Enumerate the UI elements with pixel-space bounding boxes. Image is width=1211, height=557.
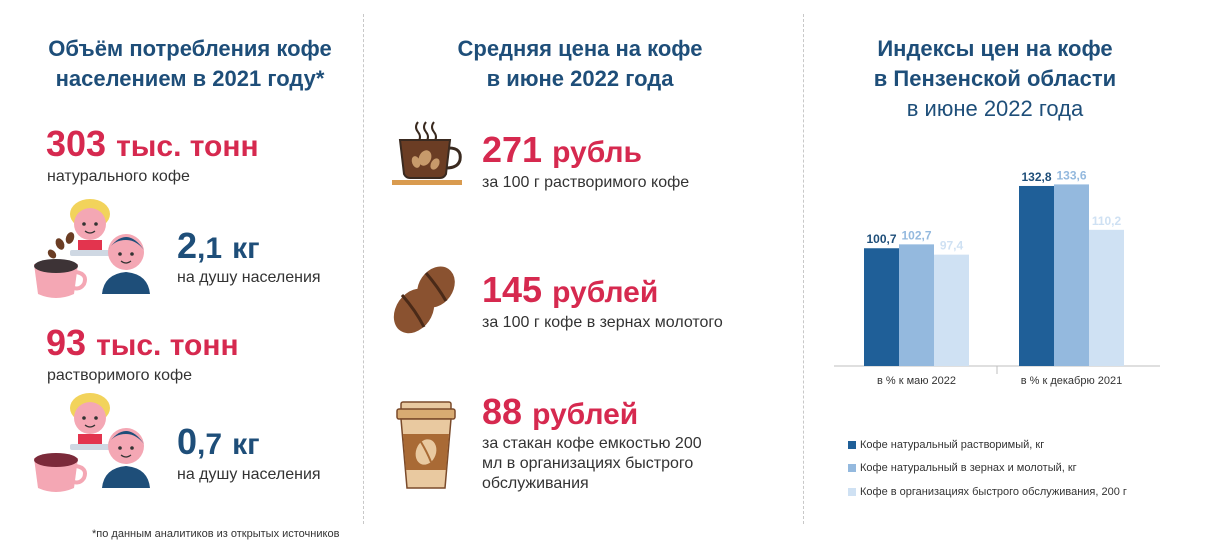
legend-item-2: Кофе натуральный в зернах и молотый, кг xyxy=(848,462,1077,474)
price-instant-caption: за 100 г растворимого кофе xyxy=(482,174,690,191)
middle-heading-line1: Средняя цена на кофе xyxy=(457,36,703,61)
bar-s1-c2 xyxy=(1019,185,1054,366)
legend-swatch-3 xyxy=(848,488,856,497)
middle-heading-line2: в июне 2022 года xyxy=(486,66,674,91)
price-index-chart: 100,7 102,7 97,4 в % к маю 2022 132,8 133,6 11… xyxy=(834,168,1160,387)
data-label-s2-c1: 102,7 xyxy=(901,228,931,242)
percap-natural-dec: ,1 xyxy=(197,232,223,265)
people-coffee-illustration-1 xyxy=(34,199,150,298)
percap-instant: 0,7 кг xyxy=(177,422,260,465)
percap-instant-unit: кг xyxy=(232,428,260,461)
footnote: *по данным аналитиков из открытых источн… xyxy=(92,528,340,540)
legend-swatch-1 xyxy=(848,441,856,450)
price-takeaway-unit: рублей xyxy=(532,398,639,431)
left-heading-line2: населением в 2021 году* xyxy=(55,66,325,91)
stat-instant-caption: растворимого кофе xyxy=(47,367,193,384)
category-label-1: в % к маю 2022 xyxy=(877,375,956,387)
price-instant: 271 рубль xyxy=(482,130,642,173)
middle-heading: Средняя цена на кофе в июне 2022 года xyxy=(400,34,760,94)
data-label-s3-c1: 97,4 xyxy=(940,239,964,253)
stat-instant-value: 93 xyxy=(46,322,87,363)
percap-instant-caption: на душу населения xyxy=(177,466,321,483)
bar-s1-c1 xyxy=(864,248,899,366)
bar-s3-c1 xyxy=(934,254,969,366)
right-heading-line1: Индексы цен на кофе xyxy=(877,36,1113,61)
right-heading-line3: в июне 2022 года xyxy=(906,96,1084,121)
legend-label-3: Кофе в организациях быстрого обслуживани… xyxy=(860,486,1127,498)
percap-natural-unit: кг xyxy=(232,232,260,265)
people-coffee-illustration-2 xyxy=(34,393,150,492)
data-label-s1-c2: 132,8 xyxy=(1021,170,1051,184)
data-label-s2-c2: 133,6 xyxy=(1056,168,1086,182)
bar-s2-c1 xyxy=(899,244,934,366)
bar-s2-c2 xyxy=(1054,184,1089,366)
price-ground-caption: за 100 г кофе в зернах молотого xyxy=(482,314,723,331)
price-instant-value: 271 xyxy=(482,129,543,170)
right-heading: Индексы цен на кофе в Пензенской области… xyxy=(830,34,1160,124)
column-divider-2 xyxy=(803,14,804,524)
price-ground-unit: рублей xyxy=(552,276,659,309)
percap-natural-caption: на душу населения xyxy=(177,269,321,286)
price-ground: 145 рублей xyxy=(482,270,658,313)
data-label-s3-c2: 110,2 xyxy=(1092,214,1122,228)
legend-swatch-2 xyxy=(848,464,856,473)
price-takeaway-caption: за стакан кофе емкостью 200 мл в организ… xyxy=(482,434,702,494)
percap-instant-int: 0 xyxy=(177,421,198,462)
bar-s3-c2 xyxy=(1089,229,1124,366)
price-takeaway-value: 88 xyxy=(482,391,523,432)
stat-natural-total: 303 тыс. тонн xyxy=(46,124,259,167)
takeaway-coffee-cup-icon xyxy=(396,401,456,489)
left-heading: Объём потребления кофе населением в 2021… xyxy=(20,34,360,94)
legend-label-2: Кофе натуральный в зернах и молотый, кг xyxy=(860,462,1077,474)
legend-label-1: Кофе натуральный растворимый, кг xyxy=(860,439,1045,451)
stat-natural-unit: тыс. тонн xyxy=(116,130,259,163)
hot-coffee-cup-icon xyxy=(392,121,462,185)
price-takeaway-caption-line2: мл в организациях быстрого xyxy=(482,455,694,472)
right-heading-line2: в Пензенской области xyxy=(873,66,1117,91)
data-label-s1-c1: 100,7 xyxy=(866,232,896,246)
percap-instant-dec: ,7 xyxy=(197,428,223,461)
stat-instant-unit: тыс. тонн xyxy=(96,329,239,362)
coffee-beans-icon xyxy=(393,266,455,334)
stat-natural-value: 303 xyxy=(46,123,107,164)
price-instant-unit: рубль xyxy=(552,136,642,169)
percap-natural: 2,1 кг xyxy=(177,226,260,269)
legend-item-1: Кофе натуральный растворимый, кг xyxy=(848,439,1044,451)
left-heading-line1: Объём потребления кофе xyxy=(48,36,332,61)
percap-natural-int: 2 xyxy=(177,225,198,266)
legend-item-3: Кофе в организациях быстрого обслуживани… xyxy=(848,486,1127,498)
price-takeaway-caption-line1: за стакан кофе емкостью 200 xyxy=(482,435,702,452)
price-takeaway: 88 рублей xyxy=(482,392,638,435)
stat-natural-caption: натурального кофе xyxy=(47,168,190,185)
stat-instant-total: 93 тыс. тонн xyxy=(46,323,239,366)
category-label-2: в % к декабрю 2021 xyxy=(1021,375,1123,387)
price-ground-value: 145 xyxy=(482,269,543,310)
column-divider-1 xyxy=(363,14,364,524)
price-takeaway-caption-line3: обслуживания xyxy=(482,475,589,492)
